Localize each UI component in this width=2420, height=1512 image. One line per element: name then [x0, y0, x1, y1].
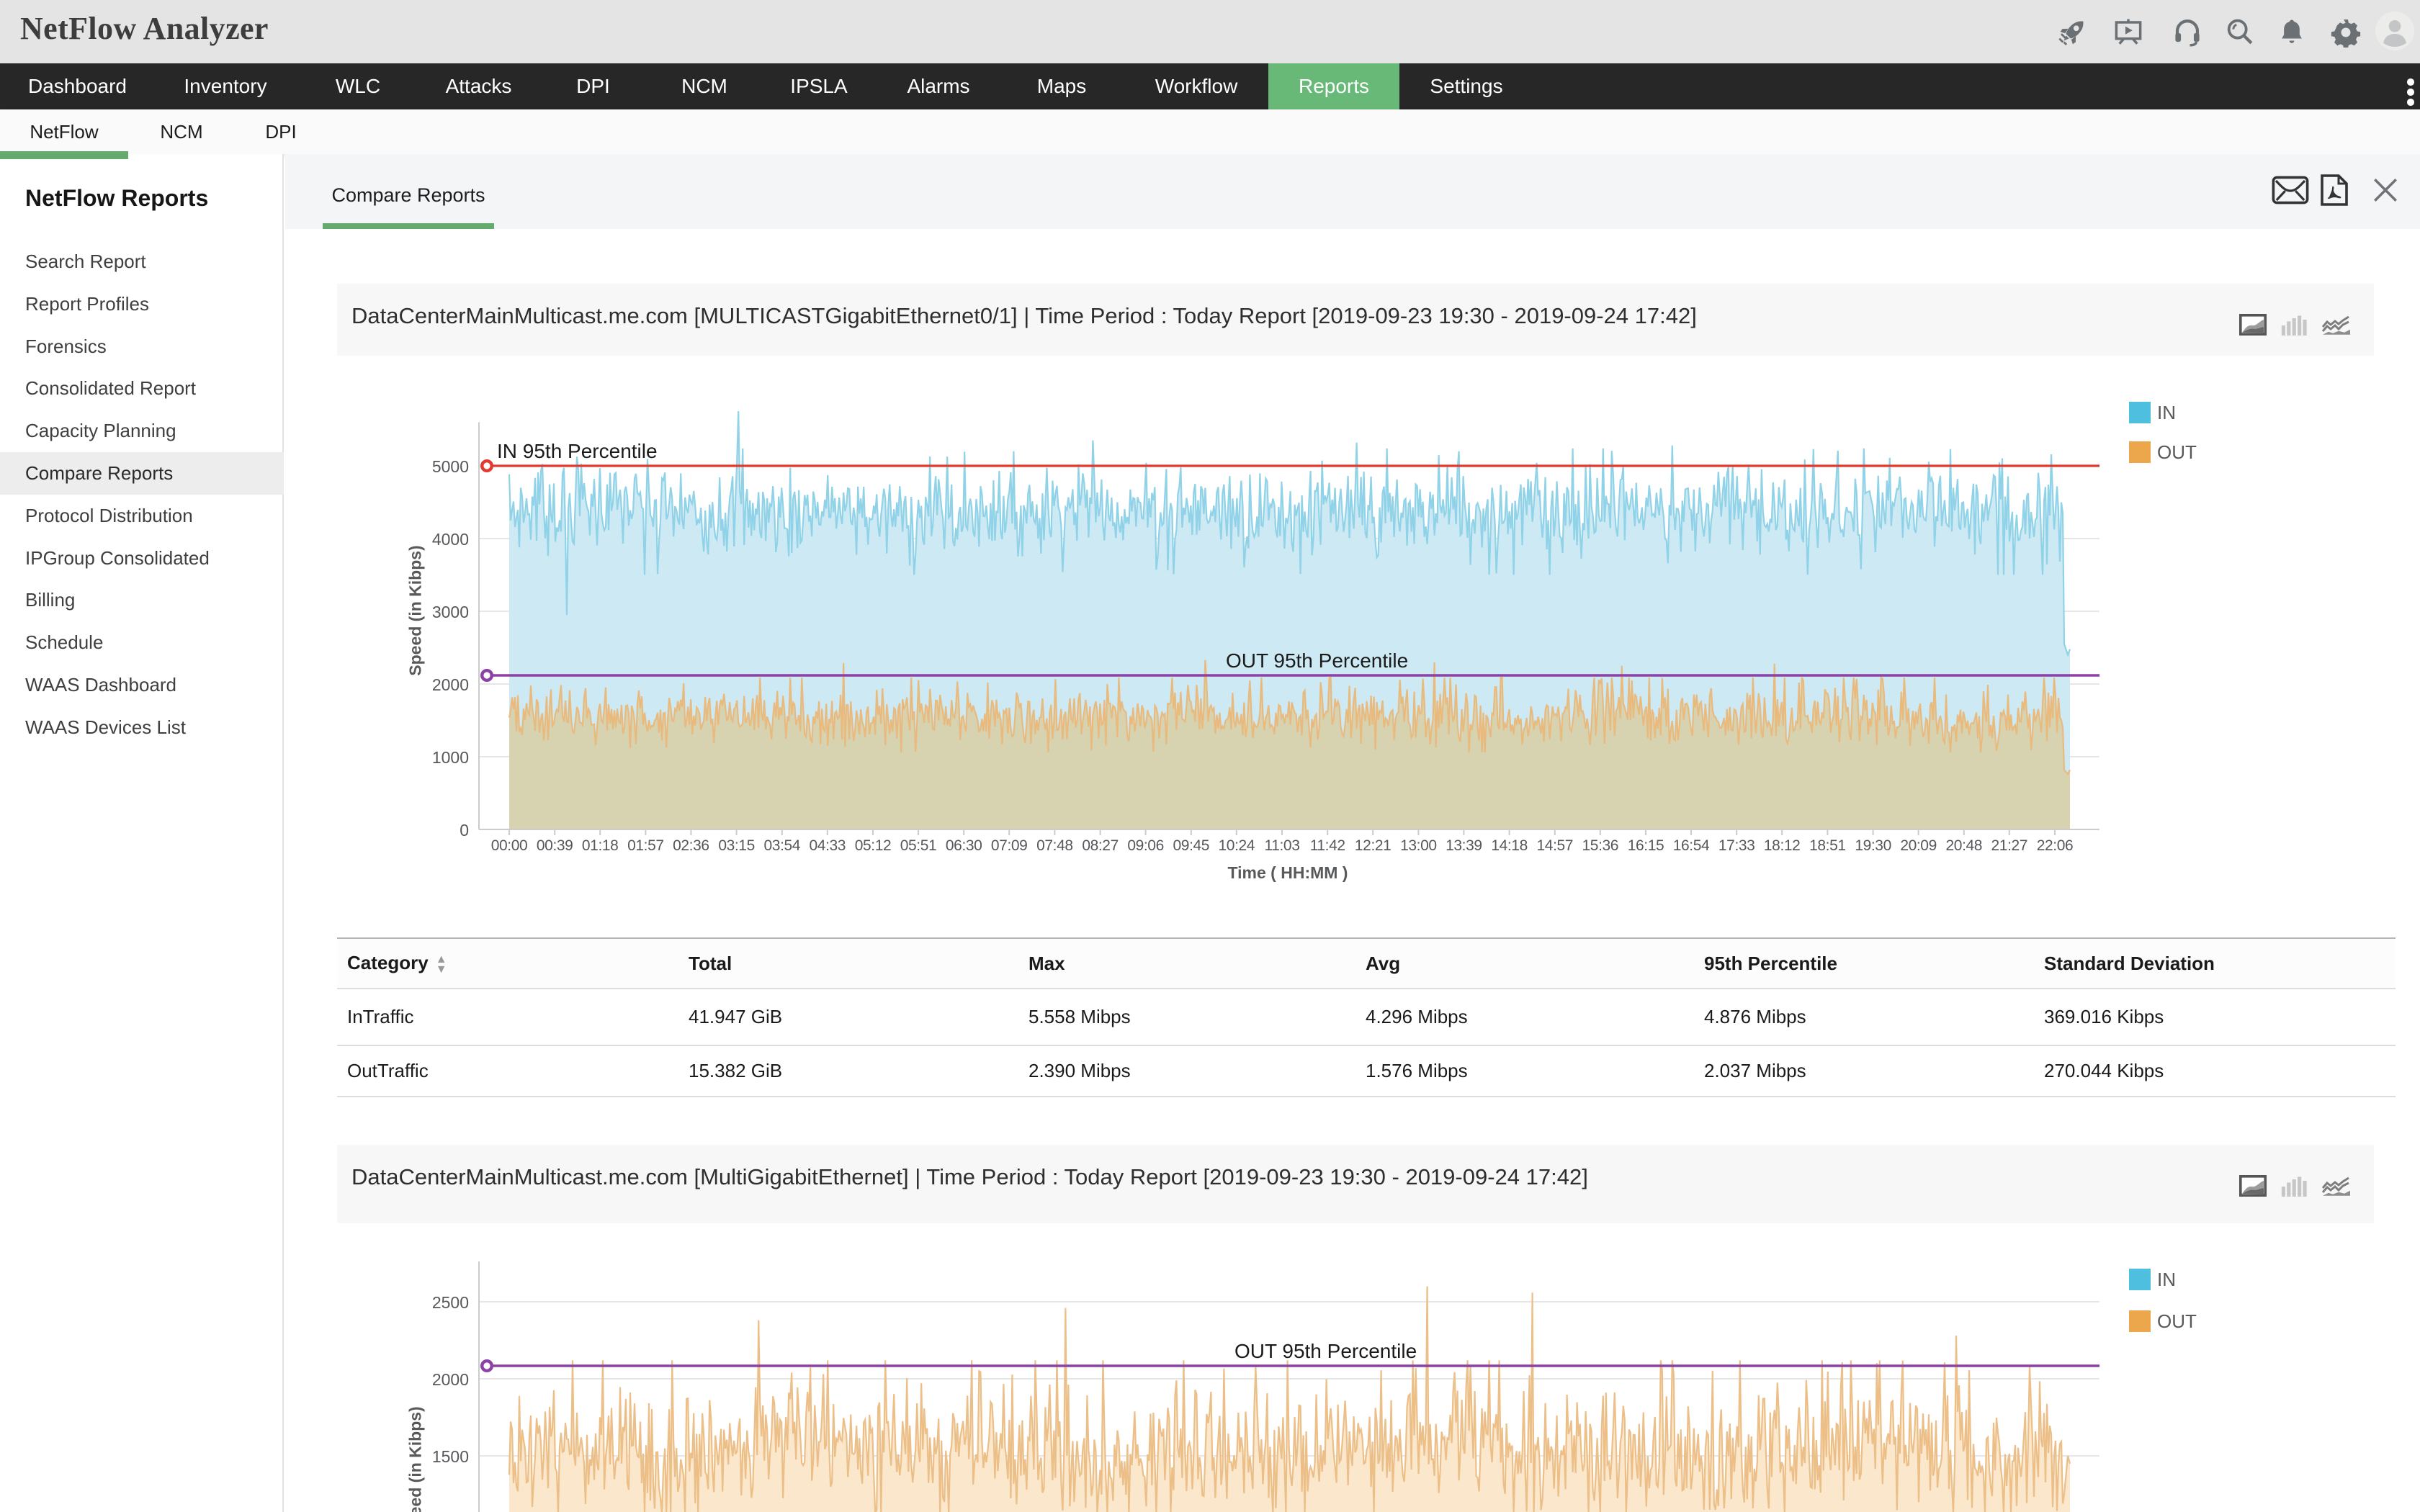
svg-text:16:54: 16:54: [1673, 837, 1710, 854]
svg-text:20:09: 20:09: [1900, 837, 1937, 854]
svg-text:00:00: 00:00: [491, 837, 528, 854]
svg-text:4000: 4000: [432, 530, 469, 549]
svg-text:22:06: 22:06: [2037, 837, 2074, 854]
svg-text:IN: IN: [2157, 1269, 2176, 1290]
svg-text:0: 0: [460, 821, 469, 840]
svg-text:13:39: 13:39: [1446, 837, 1482, 854]
svg-text:Speed (in Kibps): Speed (in Kibps): [406, 545, 425, 675]
svg-text:3000: 3000: [432, 603, 469, 621]
svg-text:2000: 2000: [432, 675, 469, 694]
svg-text:19:30: 19:30: [1855, 837, 1891, 854]
svg-text:03:15: 03:15: [718, 837, 755, 854]
svg-text:Time ( HH:MM ): Time ( HH:MM ): [1228, 863, 1348, 882]
svg-text:1500: 1500: [432, 1447, 469, 1466]
svg-text:21:27: 21:27: [1991, 837, 2028, 854]
svg-text:2500: 2500: [432, 1293, 469, 1312]
svg-text:Speed (in Kibps): Speed (in Kibps): [406, 1406, 425, 1512]
svg-text:05:51: 05:51: [900, 837, 937, 854]
svg-text:07:48: 07:48: [1036, 837, 1073, 854]
svg-text:04:33: 04:33: [810, 837, 846, 854]
svg-text:14:57: 14:57: [1537, 837, 1574, 854]
svg-text:16:15: 16:15: [1628, 837, 1664, 854]
svg-text:OUT: OUT: [2157, 441, 2197, 463]
svg-text:02:36: 02:36: [673, 837, 709, 854]
svg-text:1000: 1000: [432, 748, 469, 767]
svg-text:01:18: 01:18: [582, 837, 619, 854]
svg-text:01:57: 01:57: [627, 837, 664, 854]
svg-text:IN 95th Percentile: IN 95th Percentile: [497, 440, 658, 462]
svg-text:00:39: 00:39: [537, 837, 573, 854]
svg-text:12:21: 12:21: [1355, 837, 1392, 854]
svg-text:03:54: 03:54: [764, 837, 801, 854]
svg-text:11:42: 11:42: [1310, 837, 1345, 854]
svg-text:18:51: 18:51: [1809, 837, 1846, 854]
svg-text:5000: 5000: [432, 457, 469, 476]
svg-text:2000: 2000: [432, 1370, 469, 1389]
svg-text:18:12: 18:12: [1764, 837, 1801, 854]
svg-text:14:18: 14:18: [1491, 837, 1528, 854]
svg-text:10:24: 10:24: [1219, 837, 1255, 854]
svg-text:08:27: 08:27: [1082, 837, 1119, 854]
svg-text:15:36: 15:36: [1582, 837, 1619, 854]
svg-text:11:03: 11:03: [1265, 837, 1300, 854]
svg-text:OUT 95th Percentile: OUT 95th Percentile: [1226, 649, 1408, 672]
svg-text:05:12: 05:12: [855, 837, 892, 854]
svg-text:IN: IN: [2157, 402, 2176, 423]
svg-text:06:30: 06:30: [946, 837, 982, 854]
svg-text:OUT 95th Percentile: OUT 95th Percentile: [1234, 1340, 1417, 1362]
svg-text:13:00: 13:00: [1400, 837, 1437, 854]
svg-text:OUT: OUT: [2157, 1310, 2197, 1332]
svg-text:17:33: 17:33: [1718, 837, 1755, 854]
svg-text:09:06: 09:06: [1127, 837, 1164, 854]
svg-text:20:48: 20:48: [1946, 837, 1983, 854]
svg-text:09:45: 09:45: [1173, 837, 1210, 854]
svg-text:07:09: 07:09: [991, 837, 1028, 854]
